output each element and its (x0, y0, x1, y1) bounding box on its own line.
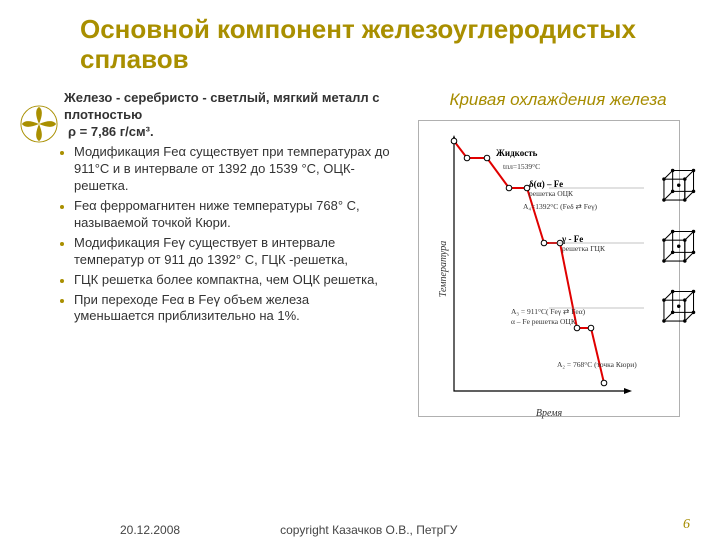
footer-copyright: copyright Казачков О.В., ПетрГУ (280, 523, 457, 537)
chart-caption: Кривая охлаждения железа (408, 90, 708, 110)
list-item: ГЦК решетка более компактна, чем ОЦК реш… (74, 272, 392, 289)
lattice-cube-icon (627, 155, 667, 195)
chart-annotation: A₄=1392°C (Feδ ⇄ Feγ) (523, 203, 597, 211)
lattice-cube-icon (627, 216, 667, 256)
text-column: Железо - серебристо - светлый, мягкий ме… (52, 90, 392, 417)
chart-annotation: tпл=1539°C (503, 163, 540, 171)
intro-text: Железо - серебристо - светлый, мягкий ме… (64, 90, 392, 124)
x-axis-label: Время (536, 408, 562, 419)
slide-title: Основной компонент железоуглеродистых сп… (80, 15, 720, 75)
density-text: ρ = 7,86 г/см³. (68, 124, 392, 141)
chart-annotation: α – Fe решетка ОЦК (511, 318, 576, 326)
list-item: При переходе Feα в Feγ объем железа умен… (74, 292, 392, 326)
page-number: 6 (683, 517, 690, 533)
list-item: Модификация Feα существует при температу… (74, 144, 392, 195)
bullet-list: Модификация Feα существует при температу… (56, 144, 392, 325)
lattice-cube-icon (627, 276, 667, 316)
y-axis-label: Температура (438, 240, 449, 297)
chart-annotation: A₃ = 911°C( Feγ ⇄ Feα) (511, 308, 585, 316)
cooling-curve-chart: Температура Жидкостьtпл=1539°Cδ(α) – Feр… (418, 120, 680, 417)
list-item: Модификация Feγ существует в интервале т… (74, 235, 392, 269)
ornament-icon (20, 105, 58, 143)
chart-annotation: A₂ = 768°C (точка Кюри) (557, 361, 637, 369)
chart-annotation: решетка ОЦК (529, 190, 573, 198)
chart-annotation: решетка ГЦК (562, 245, 605, 253)
list-item: Feα ферромагнитен ниже температуры 768° … (74, 198, 392, 232)
chart-annotation: Жидкость (496, 149, 537, 158)
footer-date: 20.12.2008 (120, 523, 180, 537)
footer: 20.12.2008 copyright Казачков О.В., Петр… (0, 523, 720, 537)
